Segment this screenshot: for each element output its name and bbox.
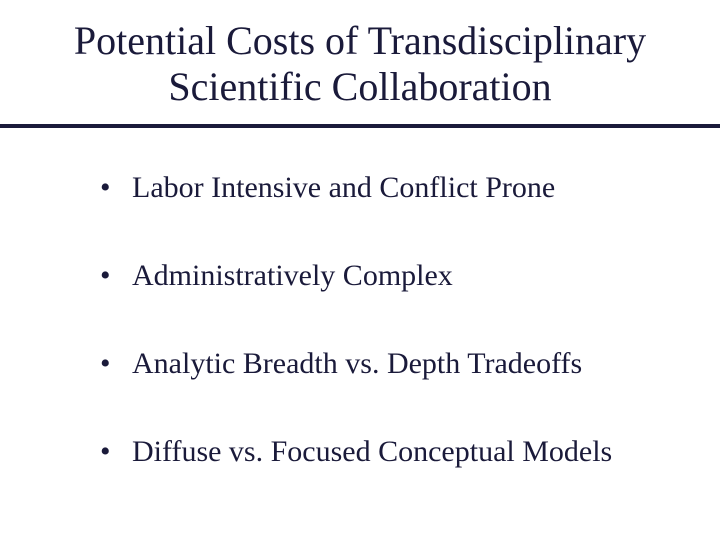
title-line-1: Potential Costs of Transdisciplinary bbox=[40, 18, 680, 64]
content-area: Labor Intensive and Conflict Prone Admin… bbox=[0, 128, 720, 470]
bullet-item: Administratively Complex bbox=[100, 258, 660, 294]
bullet-list: Labor Intensive and Conflict Prone Admin… bbox=[100, 170, 660, 470]
bullet-item: Diffuse vs. Focused Conceptual Models bbox=[100, 434, 660, 470]
slide: Potential Costs of Transdisciplinary Sci… bbox=[0, 0, 720, 540]
title-block: Potential Costs of Transdisciplinary Sci… bbox=[0, 0, 720, 118]
title-line-2: Scientific Collaboration bbox=[40, 64, 680, 110]
bullet-item: Labor Intensive and Conflict Prone bbox=[100, 170, 660, 206]
bullet-item: Analytic Breadth vs. Depth Tradeoffs bbox=[100, 346, 660, 382]
